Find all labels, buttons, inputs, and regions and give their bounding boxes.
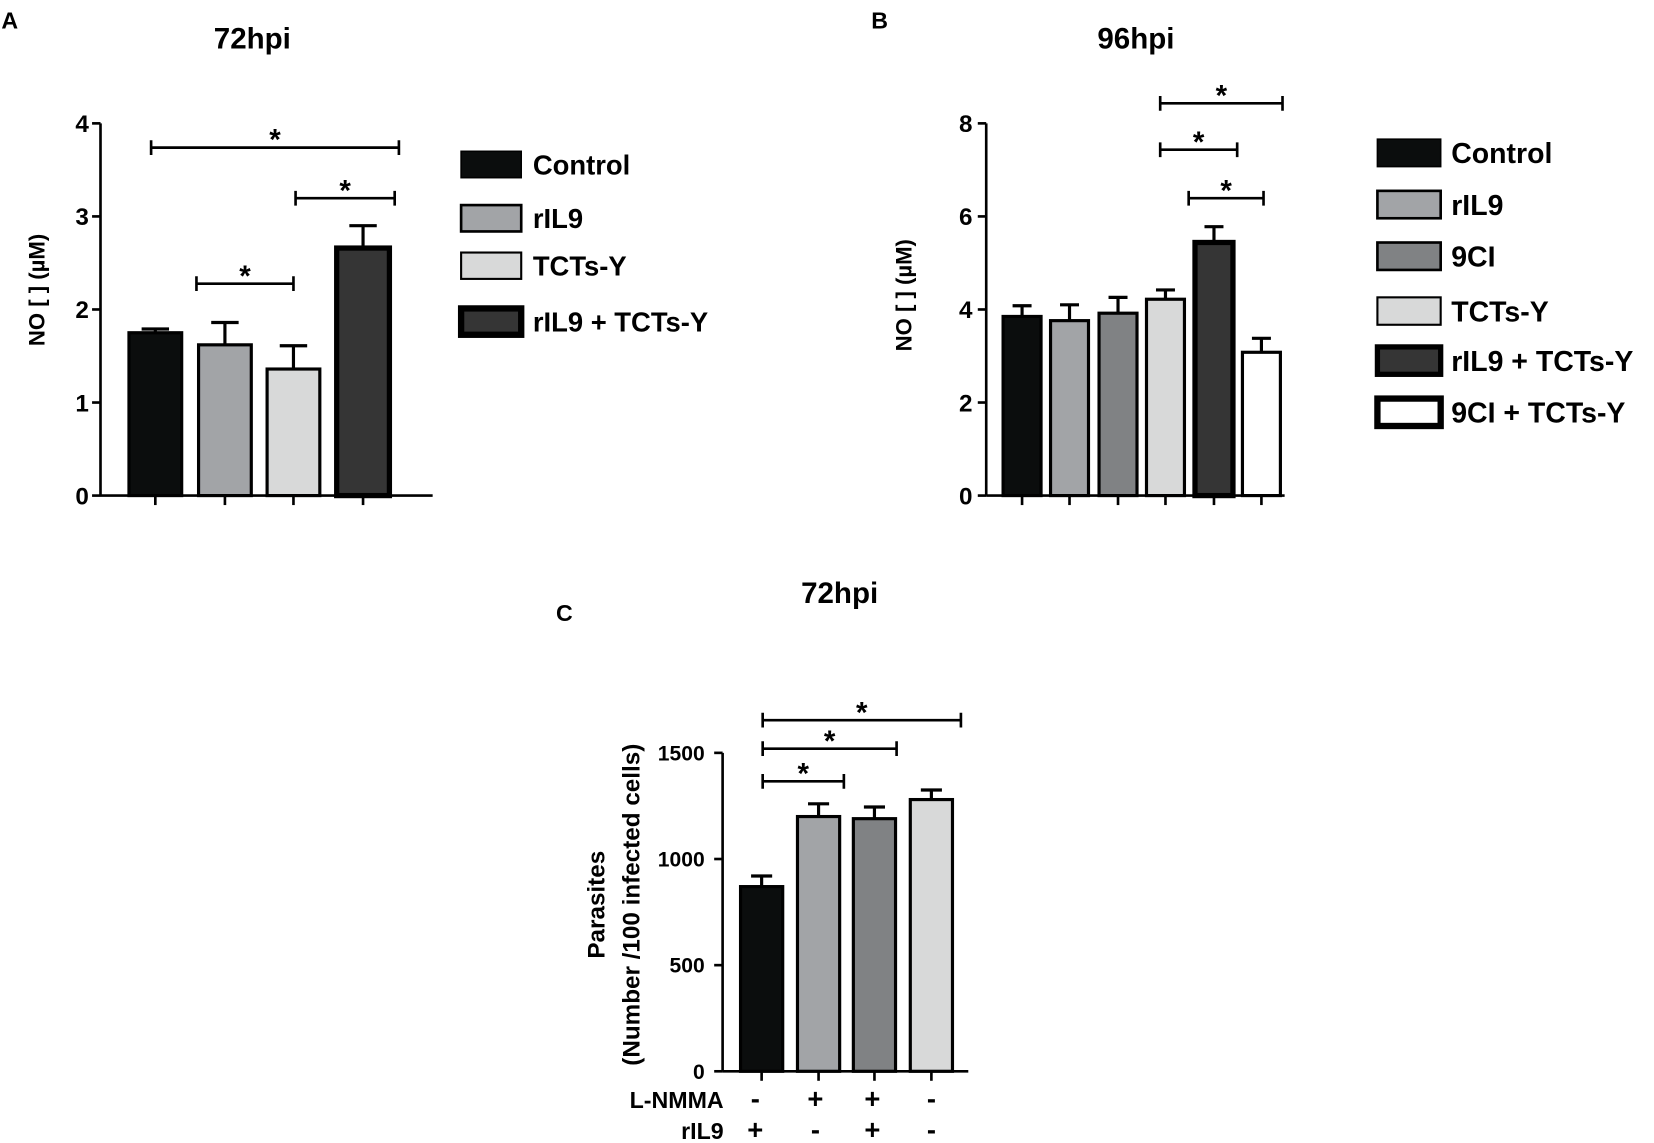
treatment-table: L-NMMA - + + -rIL9 + - + - bbox=[630, 1083, 936, 1143]
y-tick-label: 4 bbox=[959, 297, 973, 324]
treatment-sign: - bbox=[811, 1114, 820, 1143]
legend-swatch bbox=[1376, 189, 1442, 220]
y-tick-label: 0 bbox=[75, 483, 88, 510]
legend-label: rIL9 + TCTs-Y bbox=[533, 306, 708, 337]
panel-letter: C bbox=[556, 600, 573, 626]
treatment-sign: + bbox=[747, 1114, 763, 1143]
significance-bracket bbox=[761, 741, 898, 757]
y-tick-label: 2 bbox=[959, 390, 973, 417]
legend-swatch bbox=[1376, 296, 1442, 326]
legend-label: rIL9 bbox=[533, 203, 583, 234]
significance-asterisk: * bbox=[339, 174, 351, 207]
bar bbox=[795, 814, 842, 1073]
significance-asterisk: * bbox=[239, 260, 251, 293]
bar bbox=[1144, 297, 1187, 498]
legend-label: TCTs-Y bbox=[533, 251, 627, 282]
legend-label: 9CI + TCTs-Y bbox=[1451, 398, 1625, 430]
legend-swatch bbox=[1374, 344, 1444, 377]
legend-label: 9CI bbox=[1451, 241, 1495, 273]
y-tick-label: 2 bbox=[75, 297, 88, 324]
y-axis-label: (Number /100 infected cells) bbox=[618, 744, 645, 1066]
significance-bracket bbox=[149, 140, 401, 156]
y-tick-label: 6 bbox=[959, 204, 973, 231]
significance-bracket bbox=[1187, 190, 1265, 206]
y-tick-label: 0 bbox=[693, 1061, 705, 1084]
legend-swatch bbox=[1374, 395, 1444, 430]
treatment-label: L-NMMA bbox=[630, 1087, 724, 1113]
panel-b: B 96hpi NO [ ] (µM) 0 2 4 6 8 * * * Control rIL9 9CI T… bbox=[871, 7, 1633, 510]
y-tick-label: 1500 bbox=[658, 742, 705, 765]
legend-label: TCTs-Y bbox=[1451, 296, 1548, 328]
chart-title: 96hpi bbox=[1097, 23, 1174, 56]
significance-bracket bbox=[195, 276, 295, 292]
treatment-label: rIL9 bbox=[681, 1118, 724, 1143]
significance-bracket bbox=[1158, 95, 1284, 111]
legend-swatch bbox=[459, 203, 523, 233]
y-tick-label: 8 bbox=[959, 111, 973, 138]
legend: Control rIL9 9CI TCTs-Y rIL9 + TCTs-Y 9CI + T… bbox=[1374, 138, 1633, 430]
y-axis-label: NO [ ] (µM) bbox=[891, 239, 916, 351]
y-tick-label: 3 bbox=[75, 204, 88, 231]
treatment-sign: - bbox=[927, 1114, 936, 1143]
y-tick-label: 1000 bbox=[658, 849, 705, 872]
significance-bracket bbox=[1158, 142, 1239, 158]
bar bbox=[908, 797, 955, 1073]
y-axis-label: NO [ ] (µM) bbox=[25, 234, 50, 346]
treatment-sign: + bbox=[864, 1114, 880, 1143]
y-axis-label: Parasites bbox=[584, 851, 611, 959]
legend: Control rIL9 TCTs-Y rIL9 + TCTs-Y bbox=[457, 149, 708, 338]
treatment-sign: + bbox=[807, 1083, 823, 1114]
y-tick-label: 4 bbox=[75, 111, 89, 138]
treatment-sign: + bbox=[864, 1083, 880, 1114]
bar bbox=[265, 367, 322, 498]
panel-letter: B bbox=[871, 7, 888, 33]
legend-swatch bbox=[460, 150, 523, 179]
bar bbox=[127, 331, 184, 498]
legend-swatch bbox=[1376, 241, 1442, 272]
treatment-sign: - bbox=[927, 1083, 936, 1114]
legend-swatch bbox=[460, 251, 523, 280]
chart-title: 72hpi bbox=[214, 23, 291, 56]
legend-label: Control bbox=[1451, 138, 1552, 170]
legend-label: rIL9 + TCTs-Y bbox=[1451, 346, 1633, 378]
legend-swatch bbox=[1376, 138, 1442, 168]
chart-title: 72hpi bbox=[801, 577, 878, 610]
bar bbox=[851, 817, 898, 1073]
significance-asterisk: * bbox=[798, 757, 810, 790]
bar bbox=[334, 245, 393, 499]
legend-swatch bbox=[457, 305, 525, 338]
panel-letter: A bbox=[1, 7, 18, 33]
legend-label: rIL9 bbox=[1451, 190, 1503, 222]
bar bbox=[738, 885, 785, 1073]
significance-bracket bbox=[761, 773, 846, 789]
significance-asterisk: * bbox=[269, 124, 281, 157]
significance-bracket bbox=[294, 190, 397, 206]
significance-asterisk: * bbox=[1216, 79, 1228, 112]
treatment-sign: - bbox=[751, 1083, 760, 1114]
significance-asterisk: * bbox=[856, 696, 868, 729]
significance-bracket bbox=[761, 712, 963, 728]
bar bbox=[1001, 314, 1043, 498]
legend-label: Control bbox=[533, 149, 630, 180]
bar bbox=[1097, 311, 1139, 498]
bar bbox=[1240, 350, 1282, 498]
y-tick-label: 500 bbox=[670, 955, 705, 978]
y-tick-label: 1 bbox=[75, 390, 88, 417]
bar bbox=[196, 343, 253, 498]
bar bbox=[1048, 319, 1091, 498]
significance-asterisk: * bbox=[1220, 174, 1232, 207]
bar bbox=[1192, 239, 1236, 499]
y-tick-label: 0 bbox=[959, 483, 973, 510]
panel-c: C 72hpi Parasites (Number /100 infected cel… bbox=[556, 577, 969, 1143]
panel-a: A 72hpi NO [ ] (µM) 0 1 2 3 4 * * * Control rIL9 TCTs… bbox=[1, 7, 708, 510]
significance-asterisk: * bbox=[824, 725, 836, 758]
significance-asterisk: * bbox=[1193, 126, 1205, 159]
